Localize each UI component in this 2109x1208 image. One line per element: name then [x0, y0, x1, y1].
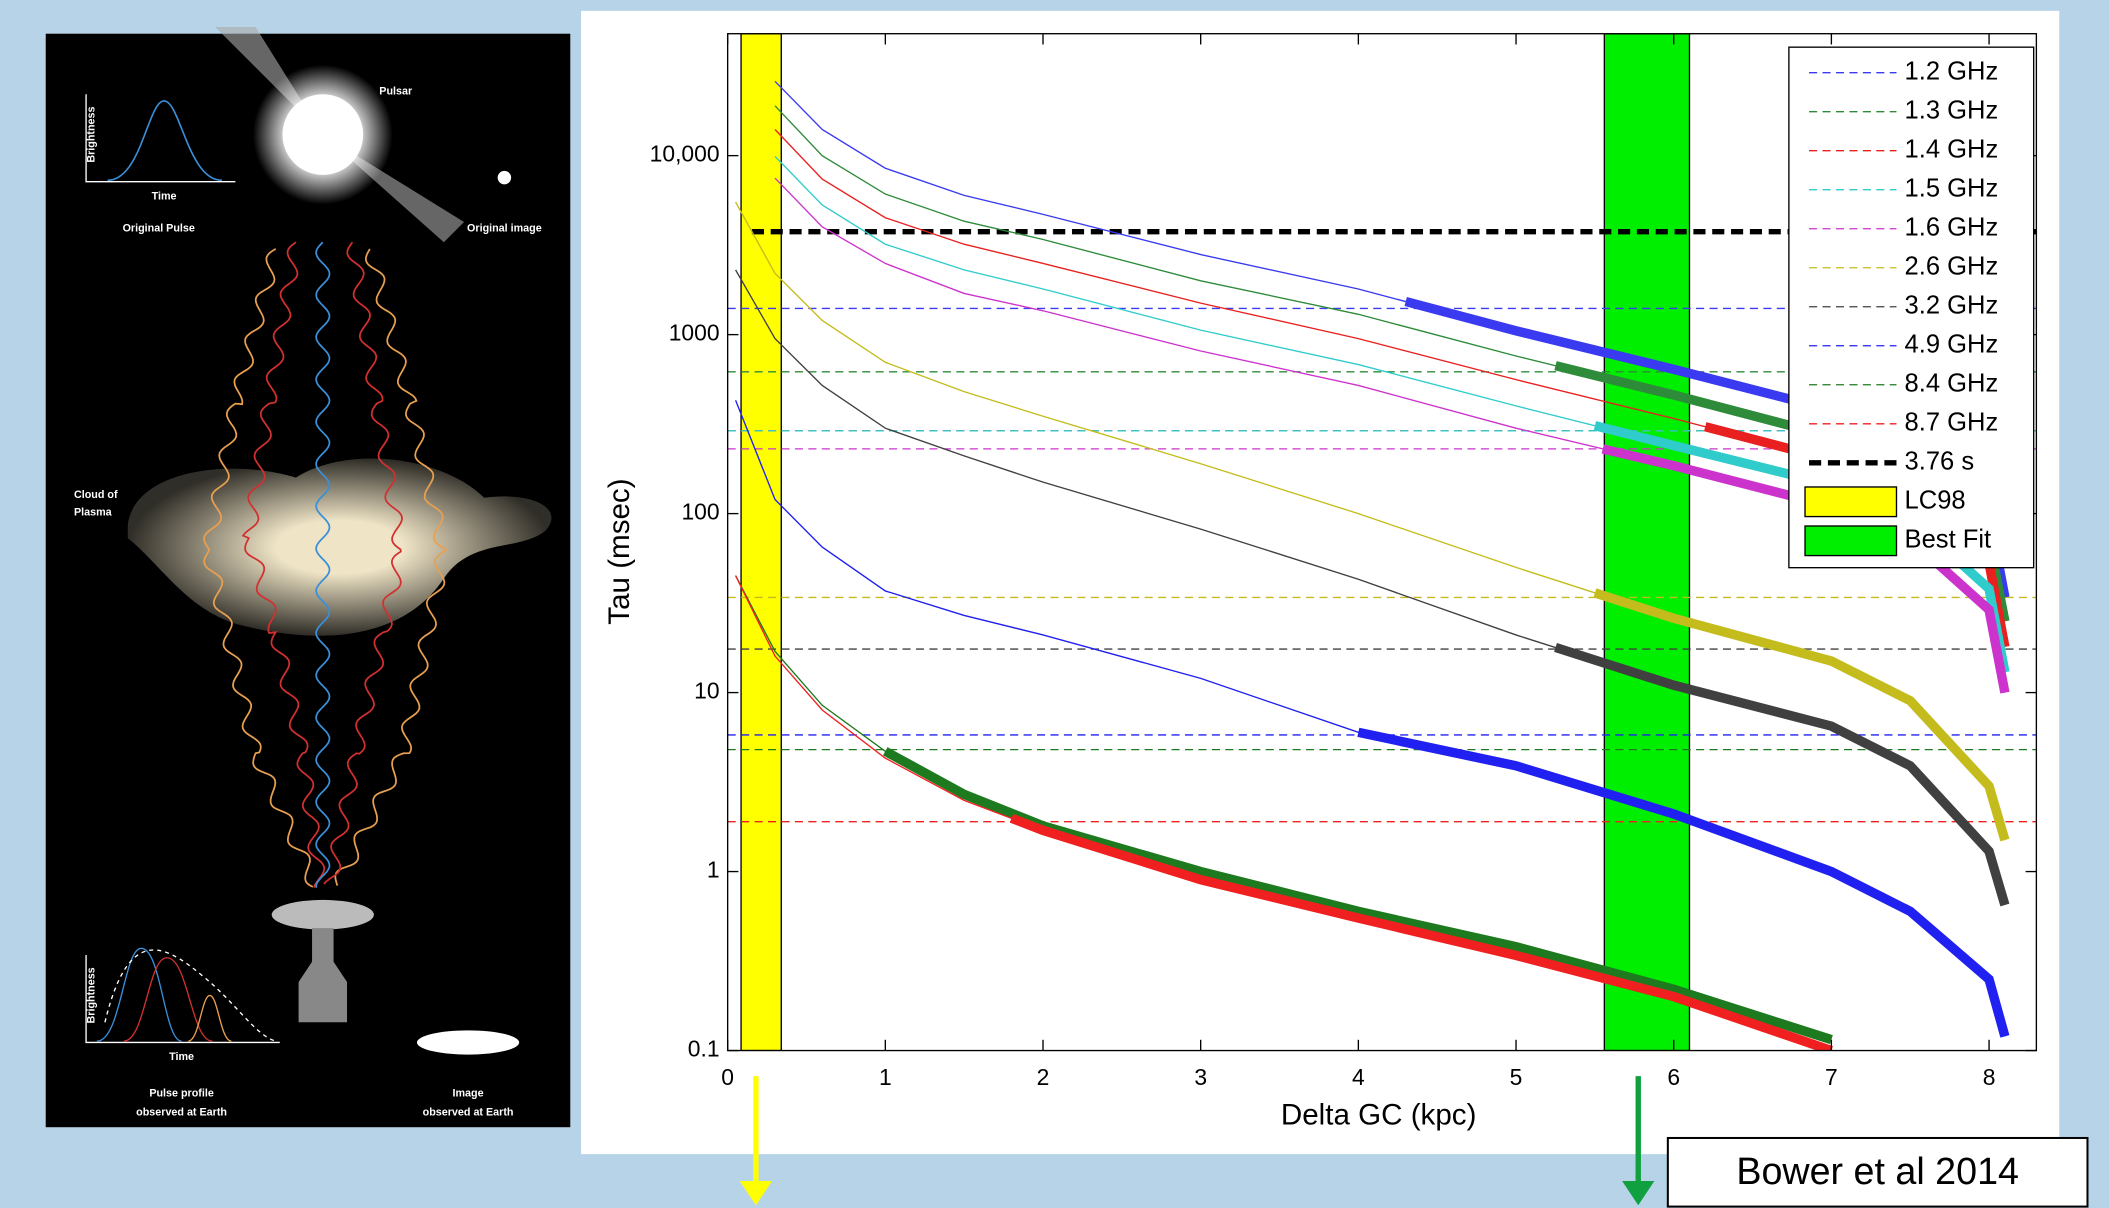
- legend-label: 1.2 GHz: [1905, 57, 1999, 85]
- profile-red: [123, 957, 213, 1042]
- legend-label: Best Fit: [1905, 526, 1992, 554]
- arrow-head: [1622, 1181, 1655, 1206]
- observed-image: [416, 1030, 520, 1055]
- label: Original image: [467, 223, 542, 235]
- x-tick-label: 6: [1667, 1064, 1680, 1090]
- y-tick-label: 1000: [669, 320, 720, 346]
- legend-label: 3.76 s: [1905, 448, 1975, 476]
- wave: [315, 241, 331, 888]
- label: Image: [453, 1087, 484, 1099]
- series-highlight: [1009, 813, 1833, 1051]
- plasma-cloud: [127, 458, 552, 636]
- citation-box: [1666, 1136, 2089, 1208]
- label: Brightness: [85, 967, 97, 1023]
- y-tick-label: 1: [707, 857, 720, 883]
- y-tick-label: 10,000: [650, 141, 720, 167]
- beam: [215, 26, 465, 243]
- label: Original Pulse: [123, 223, 195, 235]
- label: Time: [169, 1051, 194, 1063]
- citation: Bower et al 2014: [1736, 1150, 2019, 1192]
- x-tick-label: 5: [1510, 1064, 1523, 1090]
- legend-label: 1.5 GHz: [1905, 174, 1999, 202]
- axes-bottom: [85, 955, 280, 1044]
- x-tick-label: 7: [1825, 1064, 1838, 1090]
- band: [1603, 33, 1691, 1051]
- y-tick-label: 0.1: [688, 1036, 720, 1062]
- legend-label: 3.2 GHz: [1905, 291, 1999, 319]
- x-tick-label: 3: [1194, 1064, 1207, 1090]
- series-highlight: [1554, 642, 2010, 907]
- pulsar: [282, 94, 364, 175]
- series-highlight: [1357, 727, 2010, 1038]
- pulse-curve: [107, 100, 222, 182]
- profile-blue: [96, 947, 182, 1042]
- profile-envelope: [104, 949, 276, 1042]
- waves: [203, 241, 448, 888]
- legend-label: LC98: [1905, 487, 1966, 515]
- label: Time: [152, 190, 177, 202]
- y-axis-label: Tau (msec): [603, 478, 636, 624]
- series-highlight: [1593, 588, 2010, 842]
- x-tick-label: 1: [879, 1064, 892, 1090]
- label: observed at Earth: [423, 1106, 514, 1118]
- plot: 0.1 1 10 100 1000 10,000 0 1 2 3 4 5 6 7 8 1.2 GHz 1.3 G…: [650, 33, 2038, 1090]
- wave: [334, 248, 448, 886]
- label: Cloud of: [74, 489, 118, 501]
- legend-label: 8.4 GHz: [1905, 370, 1999, 398]
- legend-label: 2.6 GHz: [1905, 252, 1999, 280]
- label: Brightness: [85, 106, 97, 162]
- dish-base: [298, 928, 348, 1023]
- series-highlight: [883, 747, 1833, 1045]
- x-tick-label: 0: [721, 1064, 734, 1090]
- label: Pulsar: [379, 85, 413, 97]
- label: Pulse profile: [149, 1087, 214, 1099]
- original-image-dot: [497, 170, 512, 185]
- dish: [271, 899, 374, 930]
- x-axis-label: Delta GC (kpc): [1281, 1098, 1477, 1131]
- axes-top: [85, 94, 236, 183]
- legend-swatch: [1804, 486, 1898, 518]
- illustration: Pulsar Brightness Time Original Pulse Or…: [45, 26, 571, 1128]
- wave: [323, 241, 403, 885]
- legend-swatch: [1804, 525, 1898, 557]
- label: Plasma: [74, 506, 113, 518]
- label: observed at Earth: [136, 1106, 227, 1118]
- band: [740, 33, 782, 1051]
- arrow-head: [739, 1181, 773, 1206]
- legend-label: 1.4 GHz: [1905, 135, 1999, 163]
- x-tick-label: 4: [1352, 1064, 1365, 1090]
- legend-label: 8.7 GHz: [1905, 409, 1999, 437]
- x-tick-label: 2: [1037, 1064, 1050, 1090]
- plot-frame: [726, 33, 2038, 1052]
- wave: [241, 241, 326, 888]
- y-tick-label: 10: [694, 678, 719, 704]
- y-tick-label: 100: [681, 499, 719, 525]
- legend-label: 1.3 GHz: [1905, 96, 1999, 124]
- legend-label: 4.9 GHz: [1905, 331, 1999, 359]
- x-tick-label: 8: [1983, 1064, 1996, 1090]
- profile-orange: [188, 994, 232, 1042]
- wave: [203, 248, 314, 888]
- legend-label: 1.6 GHz: [1905, 213, 1999, 241]
